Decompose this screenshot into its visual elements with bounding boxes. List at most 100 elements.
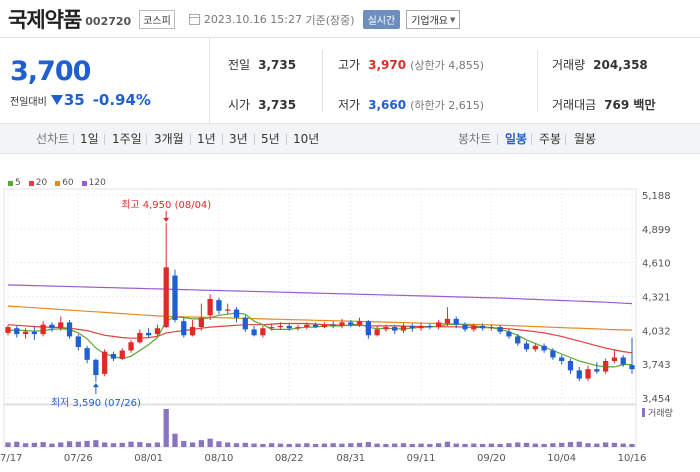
x-tick-label: 09/11 bbox=[407, 453, 436, 464]
volume-bar bbox=[154, 442, 161, 447]
stat-value: 3,735 bbox=[258, 98, 297, 112]
volume-bar bbox=[49, 443, 55, 447]
y-tick-label: 4,899 bbox=[642, 225, 671, 236]
volume-bar bbox=[506, 443, 512, 447]
candle-body bbox=[198, 317, 204, 328]
candle-body bbox=[427, 325, 433, 328]
divider bbox=[322, 50, 323, 112]
candle-body bbox=[286, 325, 292, 329]
stat-value: 3,735 bbox=[258, 58, 297, 72]
candlestick-chart[interactable]: 5,188 4,899 4,610 4,321 4,032 3,743 3,454 07/17… bbox=[0, 185, 700, 468]
candle-body bbox=[462, 324, 468, 330]
price-box: 3,700 전일대비 35 -0.94% bbox=[0, 38, 210, 123]
y-tick-label: 3,454 bbox=[642, 394, 671, 405]
max-arrow-head bbox=[163, 217, 170, 222]
volume-bar bbox=[515, 442, 521, 447]
volume-bar bbox=[22, 443, 29, 447]
volume-bar bbox=[453, 443, 459, 447]
candle-body bbox=[304, 324, 310, 328]
legend-label: 60 bbox=[62, 178, 74, 188]
tab-monthly[interactable]: 월봉 bbox=[574, 132, 597, 146]
candle-body bbox=[242, 317, 248, 330]
tab-3y[interactable]: 3년 bbox=[229, 132, 248, 146]
change-percent: -0.94% bbox=[92, 91, 151, 109]
volume-bar bbox=[207, 438, 213, 447]
tab-1w[interactable]: 1주일 bbox=[112, 132, 142, 146]
volume-bar bbox=[602, 442, 609, 447]
volume-bar bbox=[14, 441, 20, 447]
candle-body bbox=[479, 325, 486, 329]
volume-bar bbox=[462, 443, 468, 447]
volume-bar bbox=[31, 442, 38, 447]
volume-bar bbox=[269, 443, 275, 447]
stat-label: 거래대금 bbox=[552, 98, 597, 112]
volume-bar bbox=[356, 442, 363, 447]
tab-3m[interactable]: 3개월 bbox=[154, 132, 184, 146]
candle-body bbox=[339, 322, 345, 326]
volume-bar bbox=[550, 443, 556, 447]
volume-bar bbox=[5, 442, 11, 447]
volume-bar bbox=[260, 443, 266, 447]
x-tick-label: 08/31 bbox=[336, 453, 365, 464]
stat-amount: 거래대금 769 백만 bbox=[552, 96, 655, 113]
candle-body bbox=[471, 325, 477, 330]
volume-bar bbox=[559, 442, 565, 447]
candle-body bbox=[31, 331, 38, 335]
ma5-line bbox=[7, 312, 632, 368]
y-tick-label: 5,188 bbox=[642, 191, 671, 202]
volume-bar bbox=[400, 443, 407, 447]
candle-body bbox=[453, 318, 459, 325]
candle-body bbox=[611, 357, 618, 362]
volume-bar bbox=[523, 442, 530, 447]
legend-ma5: 5 bbox=[8, 178, 21, 188]
candle-body bbox=[269, 327, 275, 329]
tab-weekly[interactable]: 주봉 bbox=[539, 132, 562, 146]
tab-divider bbox=[104, 134, 105, 145]
chart-area[interactable]: 5,188 4,899 4,610 4,321 4,032 3,743 3,454 07/17… bbox=[0, 185, 700, 468]
stat-label: 고가 bbox=[338, 58, 361, 72]
x-tick-label: 08/22 bbox=[275, 453, 304, 464]
quote-stats: 전일 3,735 시가 3,735 고가 3,970 (상한가 4,855) 저… bbox=[210, 38, 700, 123]
candle-body bbox=[225, 309, 231, 311]
stock-code: 002720 bbox=[85, 15, 132, 28]
volume-bar bbox=[620, 443, 626, 447]
candle-body bbox=[506, 331, 512, 337]
change-label: 전일대비 bbox=[10, 96, 47, 108]
quote-panel: 3,700 전일대비 35 -0.94% 전일 3,735 시가 3,735 고… bbox=[0, 38, 700, 124]
volume-bar bbox=[102, 442, 108, 447]
candle-body bbox=[5, 327, 11, 333]
company-info-dropdown[interactable]: 기업개요 ▼ bbox=[406, 10, 461, 29]
candle-body bbox=[216, 300, 222, 311]
volume-bar bbox=[110, 443, 117, 447]
candle-body bbox=[154, 328, 161, 335]
tab-10y[interactable]: 10년 bbox=[293, 132, 320, 146]
volume-bar bbox=[392, 443, 398, 447]
y-tick-label: 4,610 bbox=[642, 259, 671, 270]
x-tick-label: 07/17 bbox=[0, 453, 22, 464]
candle-body bbox=[594, 369, 600, 372]
volume-bar bbox=[374, 443, 380, 447]
tab-divider bbox=[497, 134, 498, 145]
candle-body bbox=[233, 309, 240, 318]
volume-bar bbox=[479, 443, 486, 447]
volume-bar bbox=[66, 441, 73, 447]
candle-body bbox=[277, 325, 284, 328]
stat-value: 769 백만 bbox=[604, 98, 656, 112]
tab-5y[interactable]: 5년 bbox=[261, 132, 280, 146]
candle-body bbox=[567, 361, 574, 371]
volume-bar bbox=[163, 409, 169, 447]
realtime-button[interactable]: 실시간 bbox=[362, 10, 401, 29]
candle-body bbox=[330, 324, 336, 326]
tab-daily[interactable]: 일봉 bbox=[505, 132, 528, 146]
stat-label: 저가 bbox=[338, 98, 361, 112]
current-price: 3,700 bbox=[10, 56, 91, 87]
volume-bar bbox=[40, 442, 46, 447]
legend-label: 20 bbox=[35, 178, 48, 188]
volume-bar bbox=[93, 440, 99, 447]
x-tick-label: 09/20 bbox=[477, 453, 506, 464]
candle-body bbox=[585, 369, 591, 379]
tab-1y[interactable]: 1년 bbox=[197, 132, 216, 146]
stat-label: 시가 bbox=[228, 98, 251, 112]
tab-1d[interactable]: 1일 bbox=[80, 132, 99, 146]
stat-volume: 거래량 204,358 bbox=[552, 56, 648, 73]
